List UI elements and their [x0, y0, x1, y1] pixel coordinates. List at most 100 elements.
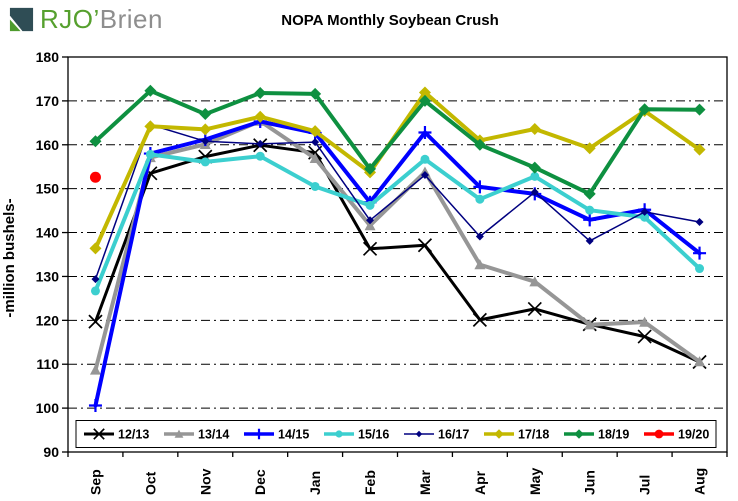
rjobrien-logo: RJO’Brien: [8, 6, 163, 33]
x-month-label: Jul: [637, 475, 653, 495]
marker-circle: [365, 200, 375, 210]
marker-diamond: [91, 275, 100, 284]
legend: 12/13 13/14 14/15 15/16 16/17 17/18 18/19 19/20: [75, 420, 717, 448]
marker-diamond: [418, 86, 431, 99]
marker-x: [472, 312, 487, 327]
marker-triangle: [694, 356, 706, 367]
marker-triangle: [309, 152, 321, 164]
legend-label: 14/15: [278, 428, 309, 442]
marker-diamond: [254, 110, 267, 123]
marker-x: [637, 329, 652, 344]
legend-item-12/13: 12/13: [84, 428, 149, 442]
series-19/20: [89, 171, 101, 183]
marker-triangle: [474, 259, 486, 270]
marker-x: [93, 428, 105, 440]
marker-diamond: [364, 162, 377, 175]
series-15/16: [90, 149, 705, 296]
marker-circle: [475, 194, 485, 204]
marker-diamond: [583, 187, 596, 200]
marker-circle: [640, 212, 650, 222]
marker-diamond: [309, 125, 322, 138]
series-line-16/17: [94, 123, 701, 280]
chart-title: NOPA Monthly Soybean Crush: [281, 12, 499, 29]
x-month-label: Dec: [252, 469, 268, 495]
y-tick-label: 140: [36, 225, 60, 241]
marker-circle: [530, 171, 540, 181]
legend-item-15/16: 15/16: [324, 428, 389, 442]
legend-label: 16/17: [438, 428, 469, 442]
series-18/19: [89, 84, 706, 200]
marker-plus: [418, 125, 432, 139]
marker-diamond: [418, 94, 431, 107]
x-month-label: Oct: [142, 471, 158, 495]
marker-circle: [585, 205, 595, 215]
x-month-label: Sep: [87, 469, 103, 495]
y-tick-label: 160: [36, 137, 60, 153]
marker-diamond: [695, 218, 704, 227]
y-tick-label: 170: [36, 93, 60, 109]
marker-triangle: [584, 319, 596, 330]
x-month-label: Aug: [692, 468, 708, 495]
marker-diamond: [420, 171, 429, 180]
marker-diamond: [640, 207, 649, 216]
legend-item-16/17: 16/17: [404, 428, 469, 442]
marker-diamond: [366, 216, 375, 225]
legend-item-18/19: 18/19: [564, 428, 629, 442]
legend-item-14/15: 14/15: [244, 428, 309, 442]
logo-text: RJO’Brien: [40, 6, 163, 33]
legend-label: 12/13: [118, 428, 149, 442]
marker-triangle: [174, 429, 184, 438]
logo-text-primary: RJO’: [40, 4, 100, 34]
x-month-label: Feb: [362, 470, 378, 495]
marker-diamond: [574, 429, 584, 439]
y-tick-label: 180: [36, 49, 60, 65]
marker-diamond: [89, 242, 102, 255]
x-month-label: Nov: [197, 468, 213, 495]
x-month-label: Jan: [307, 471, 323, 495]
marker-diamond: [309, 87, 322, 100]
y-tick-label: 110: [36, 356, 59, 372]
legend-label: 19/20: [678, 428, 709, 442]
marker-diamond: [89, 135, 102, 148]
y-tick-label: 120: [36, 312, 60, 328]
marker-plus: [88, 398, 102, 412]
marker-diamond: [201, 137, 210, 146]
marker-diamond: [475, 232, 484, 241]
logo-text-secondary: Brien: [99, 4, 163, 34]
series-line-15/16: [93, 152, 702, 293]
legend-label: 18/19: [598, 428, 629, 442]
marker-x: [88, 314, 103, 329]
marker-diamond: [528, 161, 541, 174]
x-month-label: Apr: [472, 470, 488, 495]
x-month-label: May: [527, 468, 543, 495]
marker-diamond: [256, 139, 265, 148]
series-13/14: [89, 115, 706, 375]
marker-diamond: [585, 236, 594, 245]
y-tick-label: 150: [36, 181, 60, 197]
x-month-label: Jun: [582, 470, 598, 495]
marker-triangle: [364, 220, 376, 231]
series-12/13: [88, 138, 707, 370]
marker-circle: [200, 157, 210, 167]
marker-diamond: [199, 123, 212, 136]
marker-triangle: [89, 364, 101, 375]
marker-diamond: [144, 84, 157, 97]
marker-plus: [693, 246, 707, 260]
marker-diamond: [693, 103, 706, 116]
legend-label: 17/18: [518, 428, 549, 442]
marker-circle: [335, 430, 343, 438]
marker-x: [527, 301, 542, 317]
x-month-label: Mar: [417, 470, 433, 495]
series-line-18/19: [93, 88, 702, 196]
marker-diamond: [415, 430, 423, 438]
series-line-14/15: [93, 119, 702, 408]
marker-plus: [253, 428, 265, 440]
legend-item-19/20: 19/20: [644, 428, 709, 442]
marker-diamond: [494, 429, 504, 439]
legend-label: 13/14: [198, 428, 229, 442]
legend-item-17/18: 17/18: [484, 428, 549, 442]
marker-diamond: [473, 138, 486, 151]
marker-x: [362, 241, 378, 256]
